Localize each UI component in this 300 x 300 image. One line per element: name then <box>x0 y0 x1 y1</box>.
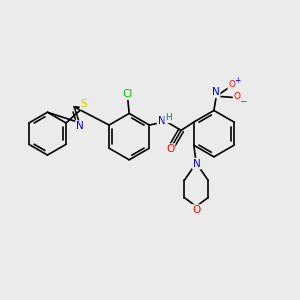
Text: N: N <box>76 121 84 131</box>
Text: H: H <box>165 113 172 122</box>
Text: O: O <box>228 80 235 89</box>
Text: +: + <box>234 76 240 85</box>
Text: N: N <box>212 87 220 97</box>
Text: N: N <box>193 159 201 169</box>
Text: O: O <box>192 205 200 215</box>
Text: O: O <box>234 92 241 101</box>
Text: S: S <box>80 99 87 109</box>
Text: Cl: Cl <box>122 89 133 99</box>
Text: −: − <box>239 97 247 106</box>
Text: N: N <box>158 116 165 127</box>
Text: O: O <box>166 144 175 154</box>
